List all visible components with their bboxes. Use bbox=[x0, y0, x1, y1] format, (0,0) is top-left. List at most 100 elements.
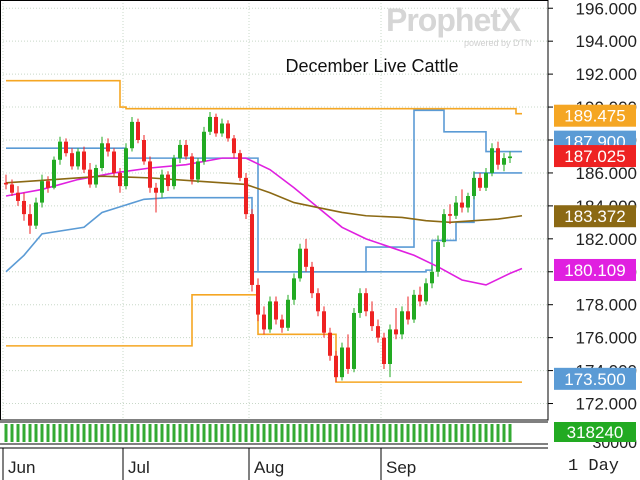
candle-body-66 bbox=[400, 311, 404, 335]
candle-body-57 bbox=[346, 347, 350, 369]
volume-bar-72 bbox=[436, 424, 440, 442]
volume-bar-8 bbox=[52, 424, 56, 442]
volume-bar-62 bbox=[376, 424, 380, 442]
volume-bar-6 bbox=[40, 424, 44, 442]
volume-bar-71 bbox=[430, 424, 434, 442]
candle-body-24 bbox=[148, 161, 152, 188]
candle-body-55 bbox=[334, 355, 338, 378]
candle-body-45 bbox=[274, 301, 278, 320]
plot-border bbox=[0, 0, 549, 421]
price-label-3: 183.372 bbox=[564, 207, 625, 226]
volume-bar-25 bbox=[154, 424, 158, 442]
volume-bar-42 bbox=[256, 424, 260, 442]
volume-bar-67 bbox=[406, 424, 410, 442]
volume-bar-16 bbox=[100, 424, 104, 442]
candle-body-13 bbox=[82, 151, 86, 170]
candle-body-52 bbox=[316, 293, 320, 312]
candle-body-61 bbox=[370, 311, 374, 327]
price-label-2: 187.025 bbox=[564, 147, 625, 166]
candle-body-73 bbox=[442, 214, 446, 243]
candle-body-72 bbox=[436, 242, 440, 272]
candle-body-44 bbox=[268, 301, 272, 330]
candle-body-2 bbox=[16, 192, 20, 201]
volume-bar-75 bbox=[454, 424, 458, 442]
candle-body-23 bbox=[142, 140, 146, 162]
volume-bar-66 bbox=[400, 424, 404, 442]
volume-bar-50 bbox=[304, 424, 308, 442]
volume-bar-12 bbox=[76, 424, 80, 442]
candle-body-1 bbox=[10, 184, 14, 193]
volume-bar-43 bbox=[262, 424, 266, 442]
volume-bar-56 bbox=[340, 424, 344, 442]
volume-bar-83 bbox=[502, 424, 506, 442]
price-labels: 189.475187.900187.025183.372180.109173.5… bbox=[554, 104, 636, 390]
volume-bar-81 bbox=[490, 424, 494, 442]
candle-body-29 bbox=[178, 144, 182, 159]
candle-body-35 bbox=[214, 116, 218, 134]
candle-body-19 bbox=[118, 172, 122, 187]
volume-bar-47 bbox=[286, 424, 290, 442]
volume-bar-32 bbox=[196, 424, 200, 442]
candle-body-47 bbox=[286, 299, 290, 328]
volume-bar-15 bbox=[94, 424, 98, 442]
candle-body-33 bbox=[202, 131, 206, 162]
candle-body-20 bbox=[124, 148, 128, 187]
volume-bar-80 bbox=[484, 424, 488, 442]
volume-bar-11 bbox=[70, 424, 74, 442]
candle-body-32 bbox=[196, 161, 200, 180]
candle-body-5 bbox=[34, 202, 38, 226]
volume-bar-82 bbox=[496, 424, 500, 442]
volume-bar-55 bbox=[334, 424, 338, 442]
volume-bar-49 bbox=[298, 424, 302, 442]
volume-badge-box bbox=[554, 422, 636, 442]
candle-body-84 bbox=[508, 156, 512, 159]
candle-body-14 bbox=[88, 169, 92, 185]
candle-body-78 bbox=[472, 177, 476, 196]
period-label: 1 Day bbox=[568, 457, 619, 476]
candle-body-39 bbox=[238, 153, 242, 178]
x-tick-label-1: Jul bbox=[128, 458, 150, 477]
candles bbox=[4, 112, 512, 383]
volume-bar-0 bbox=[4, 424, 8, 442]
candle-body-62 bbox=[376, 326, 380, 338]
volume-bar-76 bbox=[460, 424, 464, 442]
candle-body-65 bbox=[394, 329, 398, 335]
volume-bar-61 bbox=[370, 424, 374, 442]
candle-body-60 bbox=[364, 293, 368, 312]
volume-bar-18 bbox=[112, 424, 116, 442]
candle-body-25 bbox=[154, 187, 158, 193]
volume-bar-1 bbox=[10, 424, 14, 442]
candle-body-67 bbox=[406, 311, 410, 320]
candle-body-43 bbox=[262, 314, 266, 330]
y-tick-label-2: 176.000 bbox=[576, 329, 637, 348]
volume-bar-54 bbox=[328, 424, 332, 442]
candle-body-15 bbox=[94, 168, 98, 185]
price-label-4: 180.109 bbox=[564, 261, 625, 280]
candle-body-26 bbox=[160, 174, 164, 193]
volume-bar-38 bbox=[232, 424, 236, 442]
volume-bar-2 bbox=[16, 424, 20, 442]
volume-bar-13 bbox=[82, 424, 86, 442]
candle-body-8 bbox=[52, 159, 56, 188]
volume-bar-24 bbox=[148, 424, 152, 442]
candle-body-7 bbox=[46, 181, 50, 188]
volume-bar-3 bbox=[22, 424, 26, 442]
volume-bar-39 bbox=[238, 424, 242, 442]
candle-body-3 bbox=[22, 200, 26, 215]
y-tick-label-11: 194.000 bbox=[576, 32, 637, 51]
y-tick-label-7: 186.000 bbox=[576, 164, 637, 183]
candle-body-40 bbox=[244, 177, 248, 215]
volume-bar-40 bbox=[244, 424, 248, 442]
volume-bar-22 bbox=[136, 424, 140, 442]
volume-bar-36 bbox=[220, 424, 224, 442]
volume-bar-28 bbox=[172, 424, 176, 442]
candle-body-0 bbox=[4, 182, 8, 185]
volume-bar-84 bbox=[508, 424, 512, 442]
candle-body-37 bbox=[226, 123, 230, 139]
volume-bar-29 bbox=[178, 424, 182, 442]
x-tick-label-3: Sep bbox=[386, 458, 416, 477]
candle-body-27 bbox=[166, 174, 170, 187]
candle-body-63 bbox=[382, 337, 386, 364]
candle-body-83 bbox=[502, 158, 506, 165]
candle-body-46 bbox=[280, 319, 284, 328]
